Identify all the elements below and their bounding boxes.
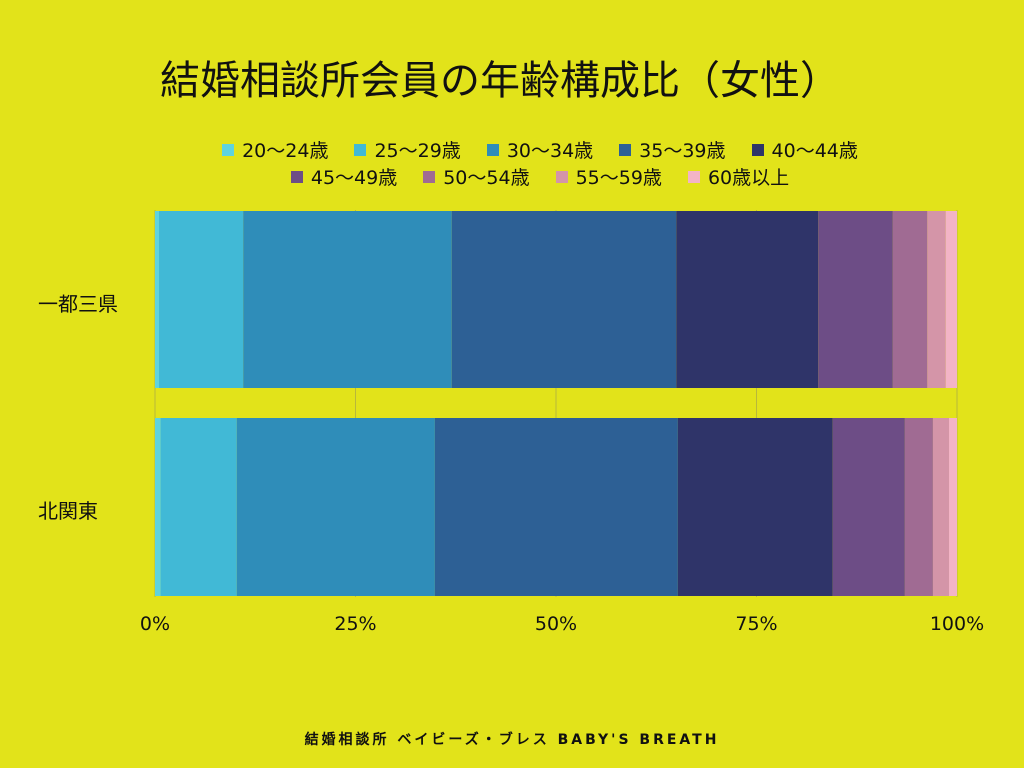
x-tick-label: 50% <box>535 613 577 635</box>
bar-segment <box>159 211 244 388</box>
legend-item: 55〜59歳 <box>555 163 662 190</box>
chart-title: 結婚相談所会員の年齢構成比（女性） <box>160 58 840 104</box>
legend-item: 40〜44歳 <box>751 136 858 163</box>
bar-group <box>155 211 957 388</box>
legend-item: 20〜24歳 <box>222 136 328 163</box>
bar-segment <box>927 211 946 388</box>
legend-label: 55〜59歳 <box>575 167 662 189</box>
legend-label: 35〜39歳 <box>639 140 726 162</box>
x-tick-label: 100% <box>930 613 984 635</box>
legend-swatch <box>290 170 303 183</box>
bar-group <box>155 418 957 596</box>
bar-segment <box>818 211 893 388</box>
legend-swatch <box>423 170 436 183</box>
legend-item: 30〜34歳 <box>486 136 594 163</box>
legend-swatch <box>619 143 632 156</box>
bar-segment <box>892 211 928 388</box>
bar-segment <box>945 211 957 388</box>
legend-label: 45〜49歳 <box>310 167 398 189</box>
legend-label: 50〜54歳 <box>443 167 530 189</box>
bar-segment <box>160 418 237 596</box>
footer-brand: 結婚相談所 ベイビーズ・ブレス BABY'S BREATH <box>304 732 720 748</box>
bar-segment <box>948 418 957 596</box>
category-label: 一都三県 <box>38 292 118 316</box>
legend: 20〜24歳 25〜29歳 30〜34歳 35〜39歳 40〜44歳 45〜49歳 50〜… <box>120 136 960 190</box>
category-label: 北関東 <box>38 499 98 523</box>
bar-segment <box>676 211 819 388</box>
x-tick-label: 25% <box>334 613 376 635</box>
legend-swatch <box>354 143 367 156</box>
legend-swatch <box>555 170 568 183</box>
legend-swatch <box>222 143 235 156</box>
legend-item: 45〜49歳 <box>290 163 398 190</box>
bar-segment <box>155 211 160 388</box>
legend-label: 60歳以上 <box>707 167 790 189</box>
legend-row: 20〜24歳 25〜29歳 30〜34歳 35〜39歳 40〜44歳 <box>120 136 960 163</box>
x-tick-label: 0% <box>140 613 170 635</box>
bar-segment <box>451 211 677 388</box>
bar-segment <box>932 418 949 596</box>
legend-row: 45〜49歳 50〜54歳 55〜59歳 60歳以上 <box>120 163 960 190</box>
legend-label: 30〜34歳 <box>506 140 594 162</box>
x-tick-label: 75% <box>735 613 777 635</box>
legend-swatch <box>486 143 499 156</box>
bar-segment <box>155 418 161 596</box>
legend-swatch <box>687 170 700 183</box>
bar-segment <box>243 211 452 388</box>
legend-label: 20〜24歳 <box>242 140 329 162</box>
bar-segment <box>434 418 678 596</box>
bar-segment <box>832 418 905 596</box>
legend-item: 50〜54歳 <box>423 163 530 190</box>
legend-item: 60歳以上 <box>687 163 790 190</box>
bar-segment <box>236 418 435 596</box>
bar-segment <box>904 418 933 596</box>
legend-swatch <box>751 143 764 156</box>
legend-label: 40〜44歳 <box>771 140 858 162</box>
legend-label: 25〜29歳 <box>374 140 461 162</box>
legend-item: 35〜39歳 <box>619 136 726 163</box>
bar-segment <box>677 418 833 596</box>
legend-item: 25〜29歳 <box>354 136 461 163</box>
